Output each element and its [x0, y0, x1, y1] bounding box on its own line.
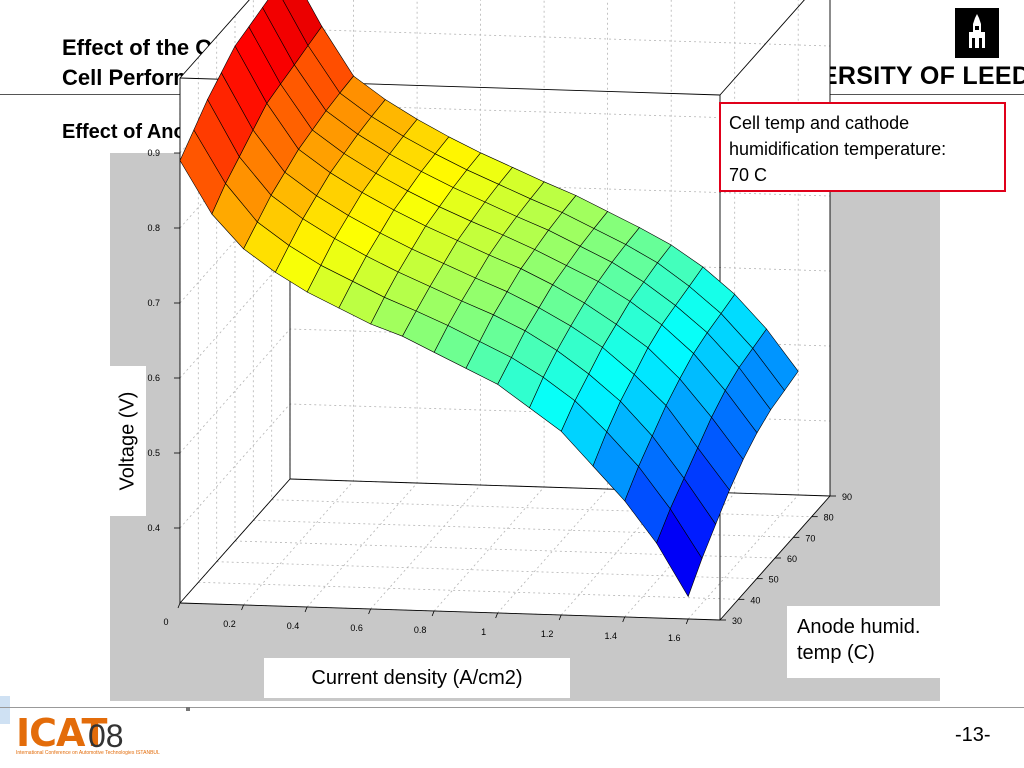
z-tick-label: 0.5: [147, 448, 160, 458]
conference-logo-text: ICAT: [16, 711, 107, 755]
conference-logo: ICAT 08 International Conference on Auto…: [12, 711, 160, 762]
current-density-axis-label: Current density (A/cm2): [264, 658, 570, 698]
x-tick-mark: [685, 618, 689, 625]
box-edge: [179, 478, 291, 604]
z-tick-label: 0.9: [147, 148, 160, 158]
box-edge: [289, 478, 831, 497]
x-tick-label: 1: [481, 627, 486, 637]
conditions-callout: Cell temp and cathode humidification tem…: [719, 102, 1006, 192]
box-edge: [179, 0, 250, 79]
z-tick-label: 0.6: [147, 373, 160, 383]
y-tick-label: 80: [824, 513, 834, 523]
box-edge: [179, 602, 721, 621]
z-tick-label: 0.4: [147, 523, 160, 533]
y-tick-label: 50: [769, 575, 779, 585]
conference-logo-year: 08: [88, 718, 124, 754]
box-edge: [719, 0, 805, 96]
x-tick-label: 1.2: [541, 629, 554, 639]
x-tick-mark: [431, 610, 435, 617]
footer-divider: [0, 707, 1024, 708]
x-tick-mark: [495, 612, 499, 619]
x-tick-mark: [368, 608, 371, 615]
x-tick-mark: [177, 602, 181, 609]
voltage-axis-label-text: Voltage (V): [116, 391, 139, 491]
z-tick-label: 0.8: [147, 223, 160, 233]
anode-temp-axis-label: Anode humid. temp (C): [787, 606, 940, 678]
x-tick-label: 1.6: [668, 633, 681, 643]
anode-temp-label-line-1: Anode humid.: [797, 616, 921, 638]
anode-temp-label-line-2: temp (C): [797, 642, 875, 664]
page-number: -13-: [955, 724, 991, 746]
surface-patch: [179, 129, 226, 215]
conference-logo-subtitle: International Conference on Automotive T…: [16, 750, 160, 756]
callout-line-1: Cell temp and cathode: [729, 113, 910, 133]
y-tick-label: 40: [750, 595, 760, 605]
university-crest-icon: [955, 8, 999, 58]
x-tick-label: 0: [163, 617, 168, 627]
x-tick-label: 0.2: [223, 619, 236, 629]
y-tick-label: 60: [787, 554, 797, 564]
z-tick-label: 0.7: [147, 298, 160, 308]
callout-line-3: 70 C: [729, 165, 768, 185]
x-tick-mark: [622, 616, 626, 623]
x-tick-mark: [241, 604, 244, 611]
x-tick-mark: [304, 606, 308, 613]
x-tick-label: 0.4: [287, 621, 300, 631]
x-tick-label: 1.4: [604, 631, 617, 641]
footer-accent: [0, 696, 10, 724]
x-tick-label: 0.6: [350, 623, 363, 633]
callout-line-2: humidification temperature:: [729, 139, 947, 159]
y-tick-label: 30: [732, 616, 742, 626]
y-tick-label: 70: [805, 533, 815, 543]
y-tick-label: 90: [842, 492, 852, 502]
voltage-axis-label: Voltage (V): [110, 366, 146, 516]
x-tick-mark: [558, 614, 562, 621]
x-tick-label: 0.8: [414, 625, 427, 635]
footer-divider-tick: [186, 707, 190, 711]
